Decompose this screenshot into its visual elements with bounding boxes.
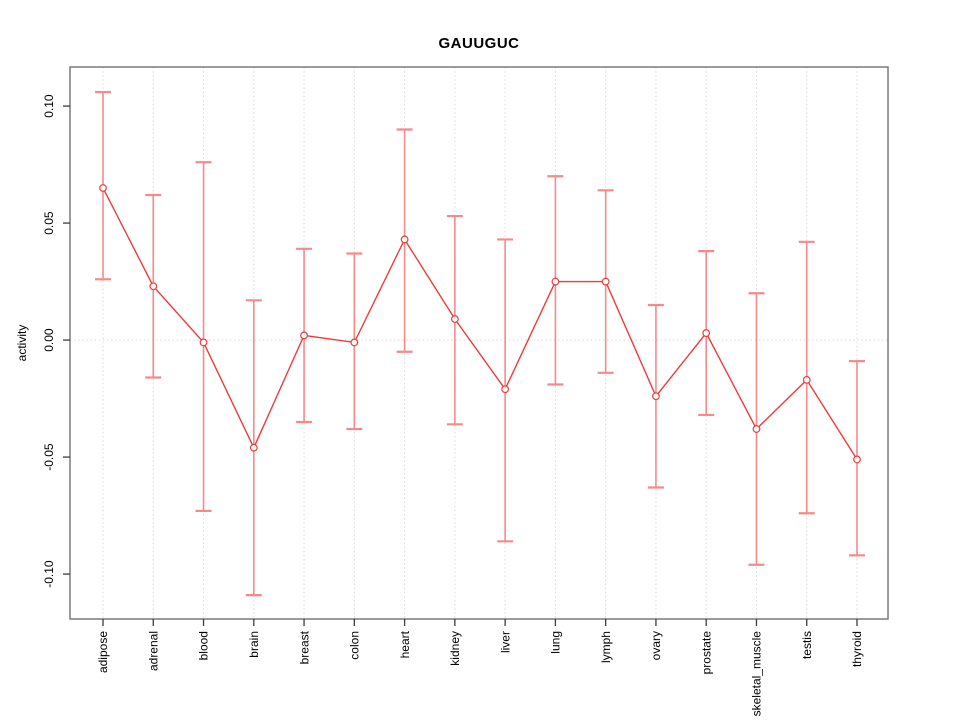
y-tick-label: 0.00	[42, 328, 56, 352]
data-point	[350, 338, 359, 347]
y-tick-label: 0.05	[42, 211, 56, 235]
data-point	[149, 282, 158, 291]
y-tick-label: -0.05	[42, 443, 56, 471]
data-point	[249, 443, 258, 452]
x-tick-label: ovary	[649, 631, 663, 660]
x-tick-label: blood	[197, 631, 211, 660]
y-tick-label: 0.10	[42, 94, 56, 118]
data-point	[601, 277, 610, 286]
x-tick-label: testis	[800, 631, 814, 659]
x-tick-label: skeletal_muscle	[750, 631, 764, 717]
plot-frame	[69, 66, 889, 620]
x-tick-label: brain	[247, 631, 261, 658]
data-line	[102, 187, 858, 460]
data-point	[501, 385, 510, 394]
x-tick-label: adipose	[96, 631, 110, 673]
data-point	[450, 315, 459, 323]
data-point	[300, 331, 308, 340]
x-tick-label: kidney	[448, 631, 462, 666]
y-axis-title: activity	[15, 325, 29, 362]
x-tick-label: colon	[348, 631, 362, 660]
x-tick-label: lung	[549, 631, 563, 654]
x-tick-label: adrenal	[146, 631, 160, 671]
data-point	[702, 329, 711, 337]
data-point	[199, 338, 208, 347]
data-point	[99, 184, 107, 192]
data-point	[551, 277, 560, 286]
y-tick-label: -0.10	[42, 560, 56, 588]
x-tick-label: heart	[398, 630, 412, 658]
x-tick-label: thyroid	[850, 631, 864, 667]
data-point	[853, 455, 861, 464]
x-tick-label: lymph	[599, 631, 613, 663]
data-point	[802, 375, 811, 384]
chart-title: GAUUGUC	[438, 35, 520, 52]
data-point	[400, 235, 409, 244]
data-point	[652, 392, 660, 401]
x-tick-label: prostate	[699, 631, 713, 675]
x-tick-label: liver	[498, 631, 512, 653]
x-tick-label: breast	[297, 630, 311, 664]
data-point	[752, 425, 761, 433]
